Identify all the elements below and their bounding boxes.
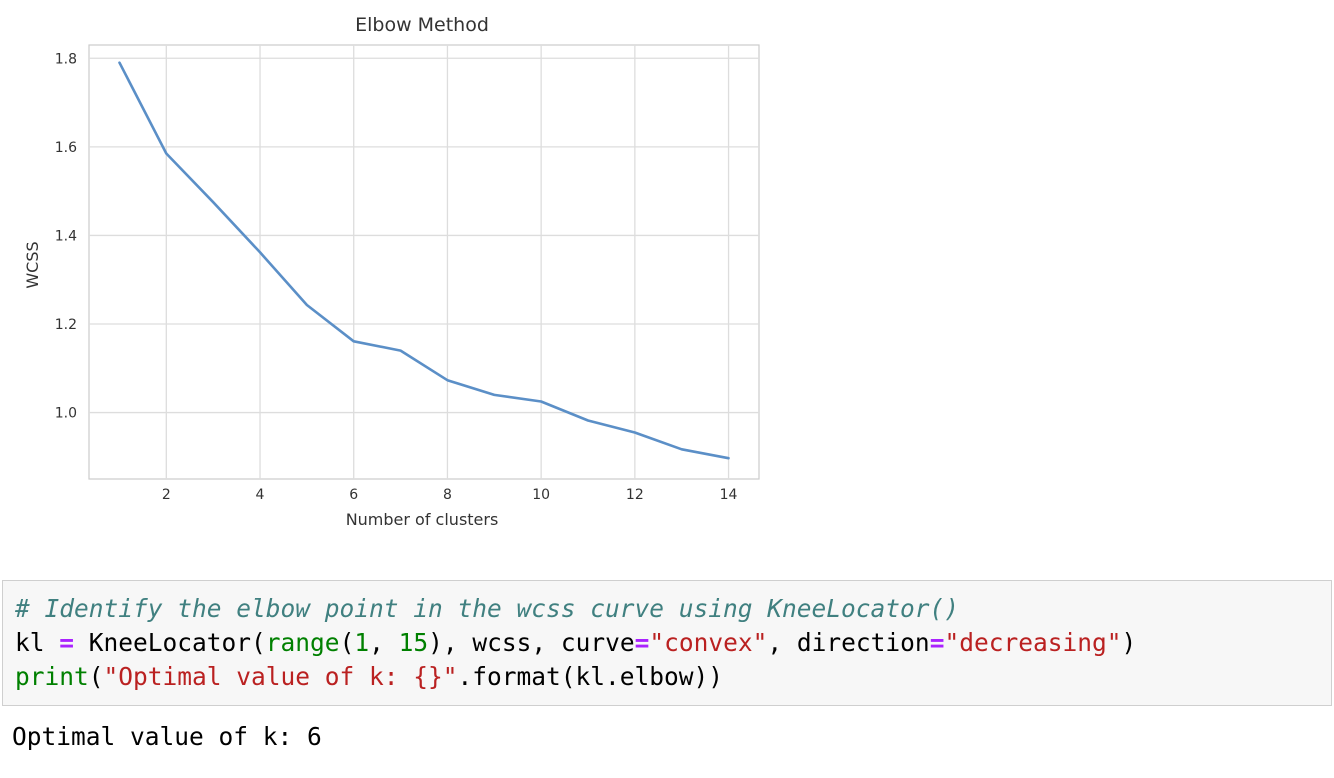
x-axis-label: Number of clusters [346,510,499,529]
code-token: "decreasing" [944,628,1122,657]
y-tick-label: 1.4 [55,228,77,244]
x-tick-label: 6 [349,487,358,503]
x-tick-label: 4 [256,487,265,503]
y-axis-label: WCSS [23,241,42,288]
code-token: 15 [398,628,429,657]
code-token: , [369,628,399,657]
code-token: = [59,628,75,657]
y-tick-label: 1.6 [55,140,77,156]
chart-title: Elbow Method [355,14,489,36]
code-token: ), wcss, curve [428,628,635,657]
plot-area [88,44,760,480]
code-token: "convex" [649,628,768,657]
code-token: ) [1121,628,1137,657]
code-token: ( [88,662,104,691]
code-line-1: # Identify the elbow point in the wcss c… [15,592,959,626]
x-tick-label: 10 [532,487,550,503]
code-token: = [634,628,650,657]
code-token: KneeLocator( [74,628,266,657]
x-tick-label: 12 [626,487,644,503]
x-tick-label: 14 [720,487,738,503]
code-token: ( [339,628,355,657]
code-token: = [929,628,945,657]
code-token: kl [15,628,60,657]
code-cell[interactable]: # Identify the elbow point in the wcss c… [2,580,1332,706]
cell-output: Optimal value of k: 6 [12,722,322,751]
y-tick-label: 1.8 [55,51,77,67]
elbow-chart: 2 4 6 8 10 12 14 1.0 1.2 1.4 1.6 1.8 Elbow Method N… [23,14,760,529]
code-line-3: print("Optimal value of k: {}".format(kl… [15,660,723,694]
code-token: , direction [767,628,930,657]
code-token: "Optimal value of k: {}" [103,662,458,691]
code-token: 1 [354,628,370,657]
y-tick-label: 1.2 [55,317,77,333]
code-line-2: kl = KneeLocator(range(1, 15), wcss, cur… [15,626,1136,660]
code-token: range [265,628,340,657]
code-token: print [15,662,89,691]
y-tick-label: 1.0 [55,406,77,422]
x-tick-label: 2 [162,487,171,503]
wcss-series-line [118,61,730,460]
code-token: .format(kl.elbow)) [457,662,724,691]
code-token: # Identify the elbow point in the wcss c… [15,594,960,623]
x-tick-label: 8 [443,487,452,503]
